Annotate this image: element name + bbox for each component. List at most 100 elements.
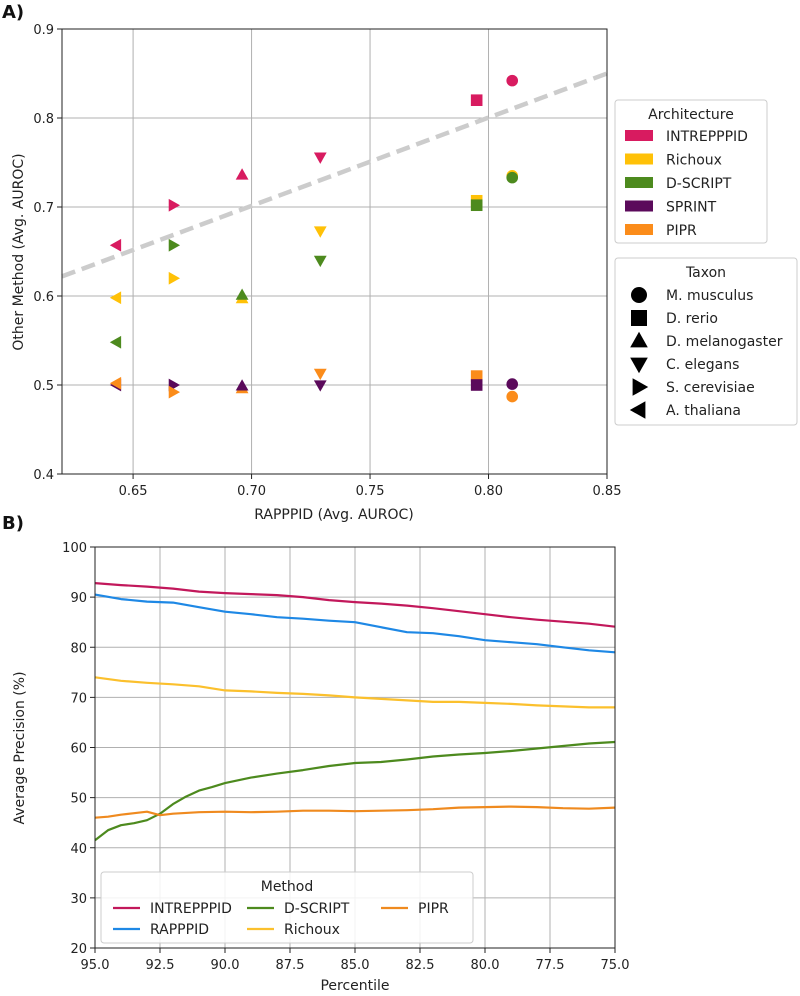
scatter-x-label: RAPPPID (Avg. AUROC) (254, 507, 414, 523)
line-y-tick-label: 50 (70, 792, 87, 807)
taxon-legend-marker-a-thaliana (629, 401, 646, 419)
point-richoux-s-cerevisiae (168, 271, 181, 285)
line-y-tick-label: 100 (62, 541, 87, 556)
point-intrepppid-c-elegans (313, 152, 327, 164)
scatter-x-tick-label: 0.80 (474, 484, 503, 499)
line-x-tick-label: 87.5 (276, 958, 305, 973)
line-y-tick-label: 70 (70, 691, 87, 706)
point-d-script-d-rerio (470, 199, 483, 212)
point-pipr-c-elegans (313, 368, 327, 381)
scatter-ticks: 0.65 0.70 0.75 0.80 0.85 0.4 0.5 0.6 0.7 0.8 0.9 (33, 23, 621, 499)
point-sprint-c-elegans (313, 380, 327, 392)
scatter-y-tick-label: 0.6 (33, 290, 54, 305)
architecture-legend-label-richoux: Richoux (666, 153, 722, 169)
series-line-intrepppid (94, 582, 616, 628)
scatter-axes-frame (61, 28, 608, 475)
point-pipr-s-cerevisiae (168, 385, 181, 399)
taxon-legend: Taxon M. musculus D. rerio D. melanogaster… (614, 257, 798, 426)
architecture-legend-title: Architecture (648, 107, 734, 123)
panel-b-label: B) (2, 513, 24, 534)
point-intrepppid-d-melanogaster (235, 168, 249, 180)
method-legend-label-richoux: Richoux (284, 922, 340, 938)
point-richoux-a-thaliana (109, 291, 122, 305)
architecture-legend-swatch-pipr (625, 224, 653, 235)
line-x-tick-label: 95.0 (81, 958, 110, 973)
point-intrepppid-d-rerio (470, 94, 483, 106)
scatter-y-tick-label: 0.7 (33, 201, 54, 216)
series-line-pipr (94, 805, 616, 819)
taxon-legend-label-a-thaliana: A. thaliana (666, 403, 741, 419)
architecture-legend: Architecture INTREPPPID Richoux D-SCRIPT SP… (614, 99, 768, 244)
point-pipr-m-musculus (506, 390, 519, 403)
architecture-legend-label-sprint: SPRINT (666, 200, 717, 216)
point-d-script-m-musculus (506, 171, 519, 184)
scatter-points (109, 74, 519, 403)
scatter-y-tick-label: 0.9 (33, 23, 54, 38)
point-intrepppid-m-musculus (506, 74, 519, 87)
method-legend-label-rapppid: RAPPPID (150, 922, 209, 938)
point-d-script-s-cerevisiae (168, 238, 181, 252)
taxon-legend-marker-s-cerevisiae (632, 378, 649, 396)
scatter-y-tick-label: 0.5 (33, 379, 54, 394)
taxon-legend-marker-c-elegans (630, 357, 648, 374)
architecture-legend-swatch-d-script (625, 177, 653, 188)
point-sprint-m-musculus (506, 378, 519, 390)
line-y-tick-label: 90 (70, 591, 87, 606)
taxon-legend-label-d-melanogaster: D. melanogaster (666, 334, 783, 350)
line-y-tick-label: 30 (70, 892, 87, 907)
line-x-tick-label: 80.0 (471, 958, 500, 973)
point-sprint-d-melanogaster (235, 379, 249, 391)
architecture-legend-label-pipr: PIPR (666, 223, 697, 239)
taxon-legend-marker-d-melanogaster (630, 331, 648, 348)
scatter-y-label: Other Method (Avg. AUROC) (11, 153, 27, 350)
line-x-tick-label: 85.0 (341, 958, 370, 973)
point-intrepppid-s-cerevisiae (168, 198, 181, 212)
line-x-tick-label: 90.0 (211, 958, 240, 973)
method-legend-label-intrepppid: INTREPPPID (150, 901, 232, 917)
taxon-legend-box (614, 257, 798, 426)
scatter-x-tick-label: 0.75 (356, 484, 385, 499)
line-y-label: Average Precision (%) (12, 671, 28, 824)
scatter-grid (62, 28, 608, 475)
panel-a-label: A) (2, 2, 24, 23)
method-legend-box (100, 871, 474, 944)
line-y-tick-label: 60 (70, 742, 87, 757)
series-line-rapppid (94, 593, 616, 654)
point-richoux-c-elegans (313, 226, 327, 238)
taxon-legend-label-c-elegans: C. elegans (666, 357, 739, 373)
line-x-tick-label: 75.0 (601, 958, 630, 973)
point-d-script-c-elegans (313, 255, 327, 268)
architecture-legend-swatch-sprint (625, 200, 653, 212)
method-legend-label-d-script: D-SCRIPT (284, 901, 350, 917)
line-y-tick-label: 40 (70, 842, 87, 857)
architecture-legend-label-d-script: D-SCRIPT (666, 176, 732, 192)
point-d-script-d-melanogaster (235, 288, 249, 300)
point-sprint-d-rerio (470, 379, 483, 391)
taxon-legend-marker-m-musculus (631, 287, 647, 303)
series-line-richoux (94, 676, 615, 709)
scatter-y-tick-label: 0.8 (33, 112, 54, 127)
architecture-legend-swatch-richoux (625, 153, 653, 165)
method-legend-label-pipr: PIPR (418, 901, 449, 917)
line-x-tick-label: 82.5 (406, 958, 435, 973)
line-y-tick-label: 20 (70, 942, 87, 957)
point-intrepppid-a-thaliana (109, 238, 122, 252)
method-legend: Method INTREPPPID RAPPPID D-SCRIPT Richoux P… (100, 871, 474, 944)
scatter-y-tick-label: 0.4 (33, 468, 54, 483)
scatter-reference-line (61, 71, 608, 279)
architecture-legend-swatch-intrepppid (625, 130, 653, 141)
architecture-legend-label-intrepppid: INTREPPPID (666, 129, 748, 145)
line-series (94, 582, 616, 842)
taxon-legend-label-m-musculus: M. musculus (666, 288, 753, 304)
taxon-legend-title: Taxon (685, 265, 726, 281)
scatter-x-tick-label: 0.70 (237, 484, 266, 499)
point-pipr-a-thaliana (109, 376, 122, 390)
taxon-legend-label-d-rerio: D. rerio (666, 311, 718, 327)
line-x-tick-label: 77.5 (536, 958, 565, 973)
line-y-tick-label: 80 (70, 641, 87, 656)
point-d-script-a-thaliana (109, 335, 122, 349)
line-x-tick-label: 92.5 (146, 958, 175, 973)
line-x-label: Percentile (320, 978, 389, 994)
scatter-x-tick-label: 0.65 (119, 484, 148, 499)
